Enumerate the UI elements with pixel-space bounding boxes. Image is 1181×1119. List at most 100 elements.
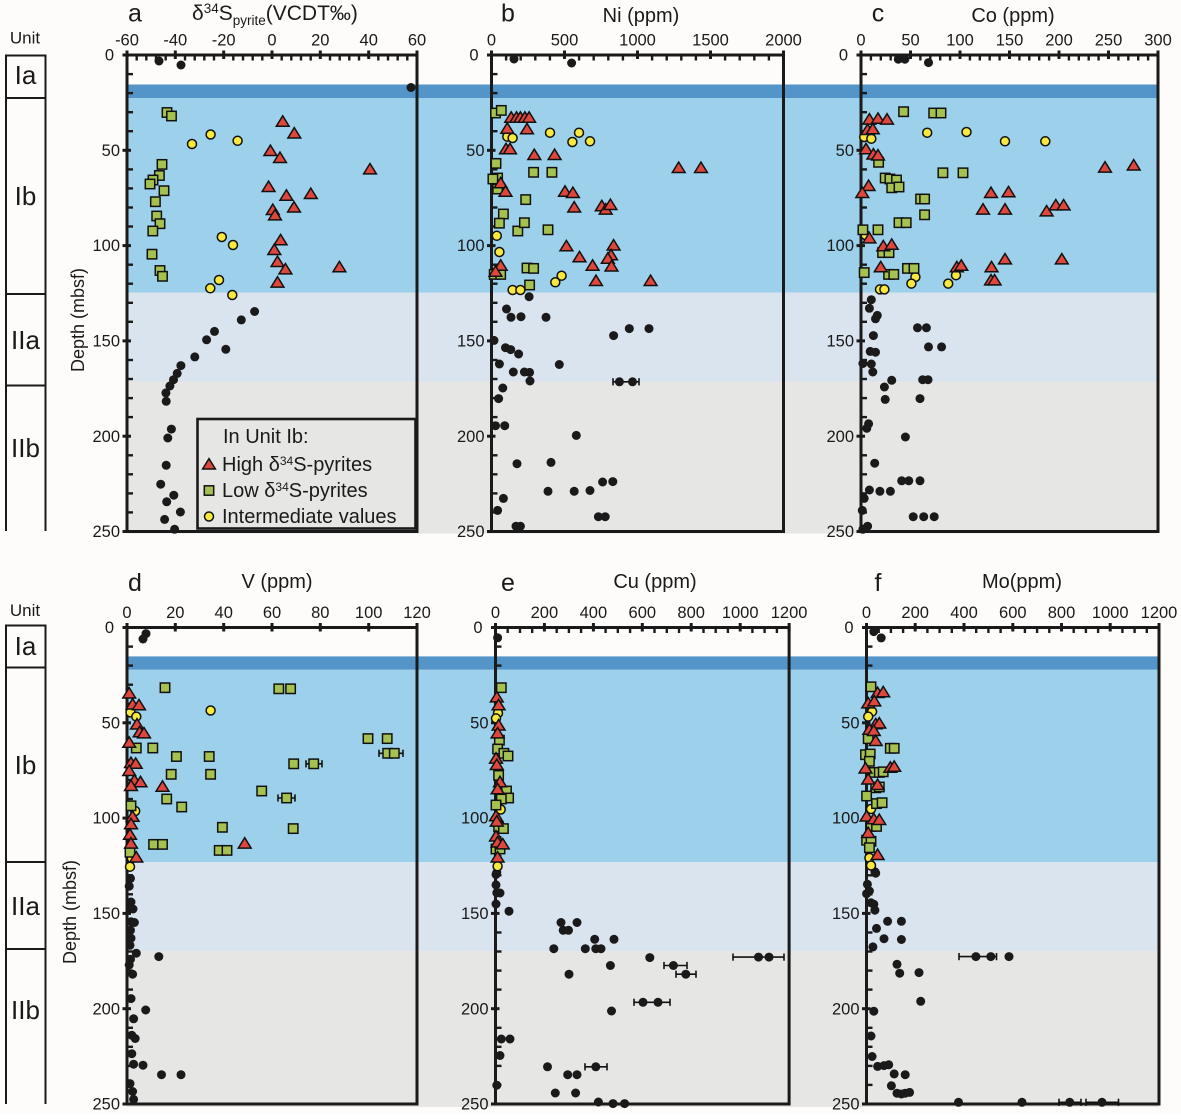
svg-text:200: 200 xyxy=(832,1000,860,1018)
svg-text:Depth (mbsf): Depth (mbsf) xyxy=(68,268,88,372)
svg-text:200: 200 xyxy=(92,428,120,446)
svg-text:V (ppm): V (ppm) xyxy=(241,571,312,593)
svg-text:0: 0 xyxy=(267,32,276,50)
svg-text:400: 400 xyxy=(580,604,608,622)
svg-text:50: 50 xyxy=(102,142,120,160)
svg-text:250: 250 xyxy=(92,1096,120,1114)
svg-text:0: 0 xyxy=(122,604,131,622)
svg-text:500: 500 xyxy=(551,32,579,50)
svg-text:Low δ34S-pyrites: Low δ34S-pyrites xyxy=(222,480,368,502)
svg-text:50: 50 xyxy=(470,714,488,732)
svg-text:40: 40 xyxy=(215,604,233,622)
svg-text:d: d xyxy=(128,569,142,597)
svg-text:Ib: Ib xyxy=(15,181,37,211)
svg-text:0: 0 xyxy=(844,619,853,637)
svg-text:200: 200 xyxy=(92,1000,120,1018)
svg-text:1000: 1000 xyxy=(1092,604,1129,622)
svg-text:150: 150 xyxy=(92,333,120,351)
svg-text:-40: -40 xyxy=(163,32,187,50)
svg-text:800: 800 xyxy=(1048,604,1076,622)
svg-text:80: 80 xyxy=(311,604,329,622)
svg-text:20: 20 xyxy=(311,32,329,50)
svg-text:250: 250 xyxy=(832,1096,860,1114)
svg-text:150: 150 xyxy=(92,905,120,923)
svg-text:40: 40 xyxy=(360,32,378,50)
svg-text:300: 300 xyxy=(1144,32,1172,50)
svg-text:200: 200 xyxy=(461,1000,489,1018)
svg-text:c: c xyxy=(872,0,885,28)
svg-text:200: 200 xyxy=(457,428,485,446)
svg-text:IIb: IIb xyxy=(11,995,40,1025)
svg-text:60: 60 xyxy=(408,32,426,50)
svg-text:600: 600 xyxy=(629,604,657,622)
svg-text:Co (ppm): Co (ppm) xyxy=(971,5,1054,27)
svg-text:Ib: Ib xyxy=(15,750,37,780)
svg-text:0: 0 xyxy=(469,47,478,65)
svg-text:150: 150 xyxy=(832,905,860,923)
svg-text:Unit: Unit xyxy=(10,601,41,620)
svg-text:200: 200 xyxy=(826,428,854,446)
svg-text:50: 50 xyxy=(102,714,120,732)
svg-text:Intermediate values: Intermediate values xyxy=(222,506,397,528)
svg-text:IIa: IIa xyxy=(11,891,40,921)
svg-text:100: 100 xyxy=(826,237,854,255)
svg-text:200: 200 xyxy=(901,604,929,622)
svg-text:IIb: IIb xyxy=(11,433,40,463)
svg-text:1000: 1000 xyxy=(722,604,759,622)
svg-text:250: 250 xyxy=(461,1096,489,1114)
svg-text:250: 250 xyxy=(1095,32,1123,50)
svg-text:Ia: Ia xyxy=(15,60,37,90)
svg-text:0: 0 xyxy=(491,604,500,622)
svg-text:0: 0 xyxy=(473,619,482,637)
svg-text:0: 0 xyxy=(839,47,848,65)
svg-text:In Unit Ib:: In Unit Ib: xyxy=(223,426,309,448)
svg-text:250: 250 xyxy=(457,523,485,541)
svg-text:Mo(ppm): Mo(ppm) xyxy=(982,571,1062,593)
svg-text:200: 200 xyxy=(1045,32,1073,50)
svg-text:100: 100 xyxy=(355,604,383,622)
svg-text:100: 100 xyxy=(92,810,120,828)
svg-text:Ia: Ia xyxy=(15,631,37,661)
svg-text:1000: 1000 xyxy=(619,32,656,50)
svg-text:Unit: Unit xyxy=(10,29,41,48)
svg-text:1200: 1200 xyxy=(1141,604,1178,622)
svg-text:100: 100 xyxy=(946,32,974,50)
svg-text:0: 0 xyxy=(862,604,871,622)
svg-text:-60: -60 xyxy=(115,32,139,50)
svg-text:50: 50 xyxy=(901,32,919,50)
svg-text:120: 120 xyxy=(403,604,431,622)
svg-text:1500: 1500 xyxy=(692,32,729,50)
svg-text:IIa: IIa xyxy=(11,325,40,355)
svg-text:100: 100 xyxy=(457,237,485,255)
svg-text:b: b xyxy=(501,0,515,28)
svg-text:-20: -20 xyxy=(212,32,236,50)
svg-text:50: 50 xyxy=(836,142,854,160)
svg-text:200: 200 xyxy=(531,604,559,622)
svg-text:Depth (mbsf): Depth (mbsf) xyxy=(60,860,80,964)
svg-text:0: 0 xyxy=(856,32,865,50)
svg-text:δ34Spyrite(VCDT‰): δ34Spyrite(VCDT‰) xyxy=(192,1,358,28)
svg-text:150: 150 xyxy=(996,32,1024,50)
svg-text:800: 800 xyxy=(677,604,705,622)
svg-text:100: 100 xyxy=(92,237,120,255)
svg-text:50: 50 xyxy=(841,714,859,732)
svg-text:400: 400 xyxy=(950,604,978,622)
svg-text:100: 100 xyxy=(832,810,860,828)
svg-text:100: 100 xyxy=(461,810,489,828)
svg-text:Cu (ppm): Cu (ppm) xyxy=(613,571,696,593)
svg-text:150: 150 xyxy=(457,333,485,351)
svg-text:e: e xyxy=(501,569,515,597)
svg-text:f: f xyxy=(875,569,882,597)
svg-text:60: 60 xyxy=(263,604,281,622)
svg-text:150: 150 xyxy=(826,333,854,351)
svg-text:50: 50 xyxy=(466,142,484,160)
svg-text:150: 150 xyxy=(461,905,489,923)
svg-text:600: 600 xyxy=(999,604,1027,622)
svg-text:a: a xyxy=(128,0,142,28)
svg-text:250: 250 xyxy=(92,523,120,541)
svg-text:250: 250 xyxy=(826,523,854,541)
svg-text:Ni (ppm): Ni (ppm) xyxy=(603,5,680,27)
svg-text:1200: 1200 xyxy=(771,604,808,622)
svg-text:0: 0 xyxy=(105,619,114,637)
svg-text:0: 0 xyxy=(487,32,496,50)
